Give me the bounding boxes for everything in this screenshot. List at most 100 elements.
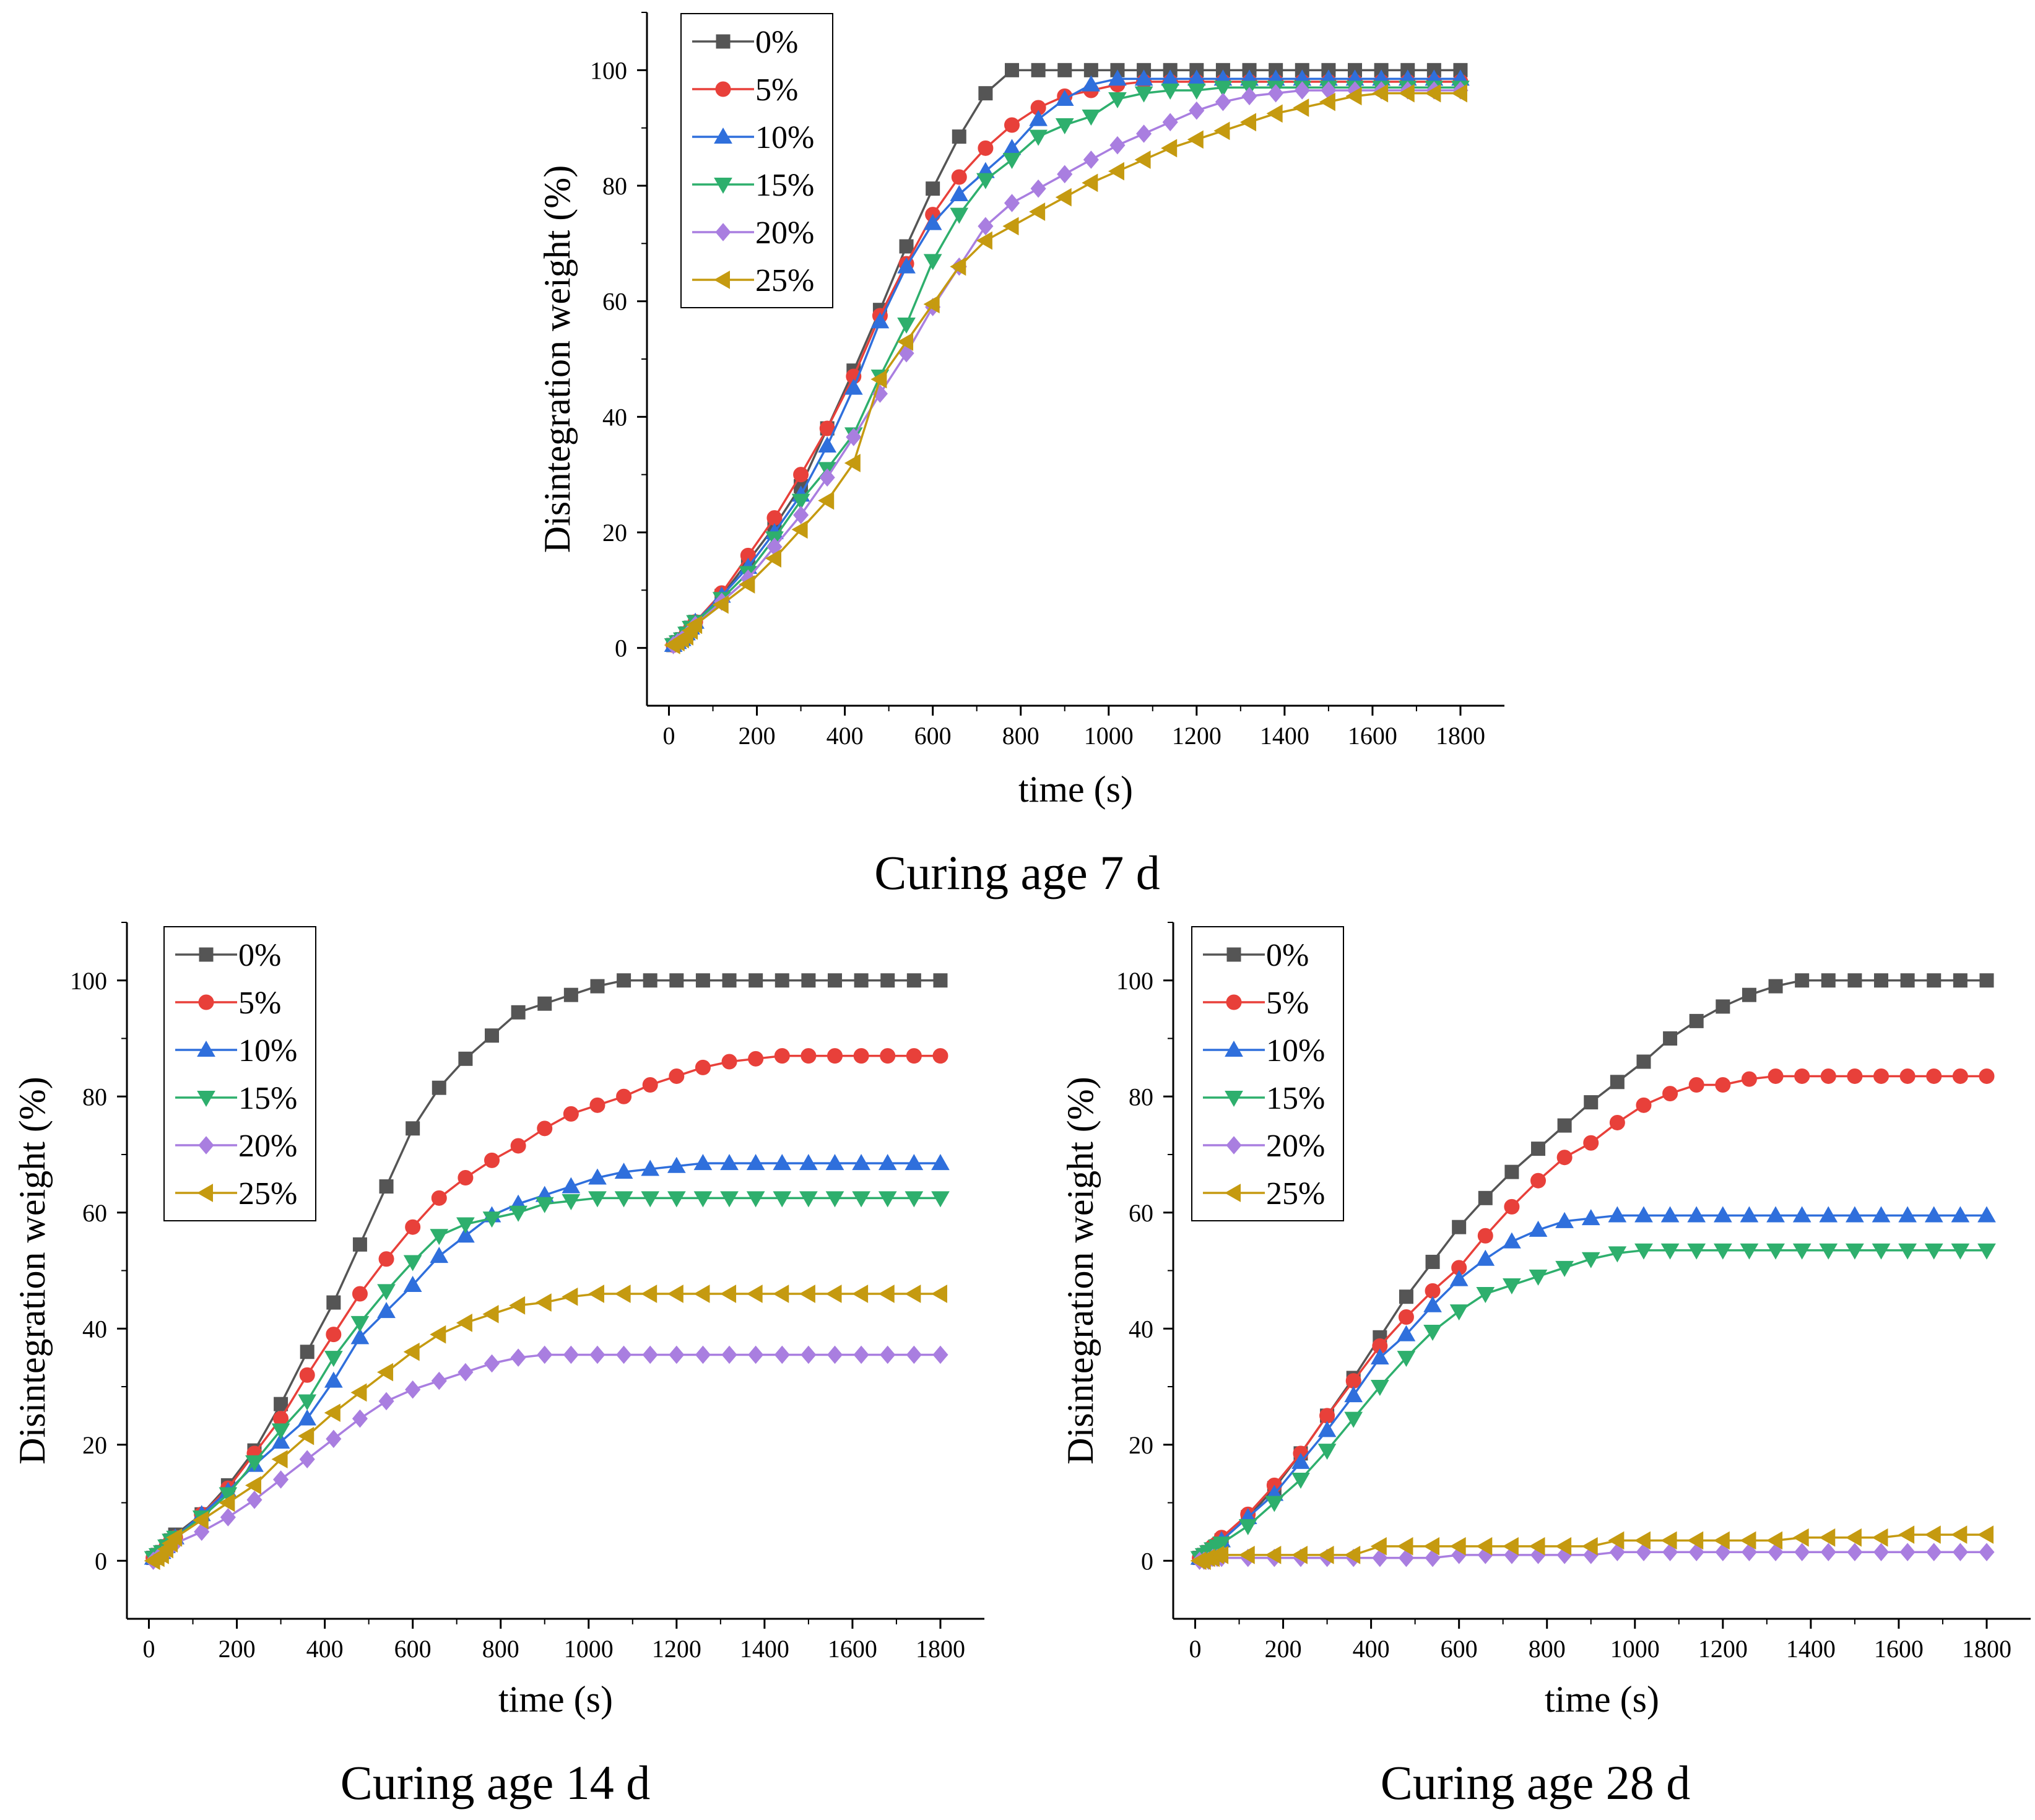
data-point: [1847, 1543, 1863, 1561]
caption-14d: Curing age 14 d: [340, 1756, 651, 1809]
x-tick-label: 1600: [828, 1635, 877, 1663]
data-point: [739, 575, 755, 594]
data-point: [352, 1409, 368, 1428]
data-point: [1872, 1206, 1891, 1223]
data-point: [377, 1363, 394, 1382]
data-point: [1029, 110, 1048, 126]
data-point: [1004, 194, 1020, 212]
data-point: [456, 1226, 475, 1243]
data-point: [880, 973, 895, 988]
data-point: [1238, 1546, 1255, 1564]
data-point: [1926, 1068, 1942, 1084]
data-point: [1503, 1278, 1521, 1294]
data-point: [1397, 1325, 1416, 1341]
data-point: [844, 378, 863, 395]
data-point: [1057, 63, 1072, 77]
x-tick-label: 200: [739, 722, 776, 750]
data-point: [1344, 1546, 1361, 1564]
chart-panel-7d: 0 200 400 600 800 1000 1200 1400 1600 1800 0 20 40 60…: [0, 0, 2035, 854]
data-point: [245, 1476, 261, 1495]
data-point: [563, 1345, 579, 1364]
data-point: [827, 1048, 843, 1064]
data-point: [932, 1345, 948, 1364]
data-point: [535, 1293, 552, 1312]
data-point: [403, 1255, 422, 1272]
data-point: [1423, 1324, 1442, 1341]
legend-label: 20%: [238, 1129, 297, 1164]
x-tick-label: 1200: [1698, 1635, 1748, 1663]
data-point: [1423, 1536, 1440, 1556]
data-point: [1212, 1536, 1231, 1553]
data-point: [1476, 1536, 1493, 1556]
data-point: [1030, 179, 1046, 198]
data-point: [825, 1285, 842, 1303]
data-point: [818, 436, 837, 453]
data-point: [1819, 1528, 1836, 1547]
data-point: [1608, 1246, 1627, 1263]
y-tick-label: 20: [1129, 1431, 1153, 1459]
data-point: [1555, 1260, 1574, 1277]
data-point: [641, 1285, 657, 1303]
data-point: [1660, 1206, 1680, 1223]
data-point: [765, 549, 781, 568]
data-point: [1134, 69, 1153, 86]
data-point: [799, 1191, 818, 1208]
data-point: [978, 140, 994, 156]
x-tick-label: 600: [914, 722, 952, 750]
series-15pct: [1190, 1243, 1996, 1567]
y-tick-label: 60: [82, 1199, 107, 1227]
legend-label: 15%: [755, 168, 814, 203]
data-point: [773, 1285, 789, 1303]
data-point: [1766, 1243, 1785, 1260]
data-point: [1213, 80, 1233, 97]
x-tick-label: 1800: [1962, 1635, 2011, 1663]
data-point: [686, 615, 703, 635]
data-point: [1134, 86, 1153, 103]
data-point: [641, 1159, 660, 1176]
data-point: [933, 973, 948, 988]
data-point: [430, 1229, 449, 1246]
data-point: [748, 1345, 764, 1364]
x-tick-label: 1600: [1348, 722, 1397, 750]
y-tick-label: 80: [1129, 1083, 1153, 1111]
data-point: [1609, 1114, 1625, 1130]
data-point: [590, 979, 605, 994]
data-point: [923, 214, 942, 230]
data-point: [720, 1154, 739, 1171]
data-point: [950, 257, 966, 276]
series-line: [1199, 1214, 1987, 1559]
data-point: [1372, 84, 1389, 103]
data-point: [1555, 1211, 1574, 1228]
legend-label: 25%: [755, 263, 814, 298]
data-point: [562, 1194, 581, 1211]
data-point: [1713, 1206, 1732, 1223]
y-tick-label: 100: [70, 967, 107, 995]
data-point: [324, 1351, 343, 1367]
series-25pct: [664, 84, 1467, 654]
legend-marker: [1225, 1040, 1243, 1057]
data-point: [1398, 1548, 1414, 1567]
data-point: [1924, 1206, 1943, 1223]
data-point: [510, 1138, 526, 1154]
data-point: [430, 1247, 449, 1263]
data-point: [431, 1190, 447, 1206]
data-point: [667, 1285, 683, 1303]
legend-marker: [713, 271, 730, 289]
data-point: [1294, 81, 1310, 100]
data-point: [870, 370, 887, 389]
data-point: [1874, 973, 1889, 988]
legend-label: 10%: [238, 1033, 297, 1068]
data-point: [1820, 1543, 1836, 1561]
data-point: [642, 1345, 658, 1364]
data-point: [801, 1048, 817, 1064]
data-point: [923, 254, 942, 271]
data-point: [1898, 1525, 1915, 1544]
legend-label: 15%: [1266, 1081, 1325, 1116]
x-tick-label: 800: [482, 1635, 519, 1663]
data-point: [1241, 87, 1257, 106]
legend-marker: [199, 947, 214, 962]
data-point: [1478, 1190, 1493, 1205]
data-point: [1136, 124, 1152, 143]
y-tick-label: 40: [602, 403, 627, 431]
data-point: [403, 1342, 420, 1361]
